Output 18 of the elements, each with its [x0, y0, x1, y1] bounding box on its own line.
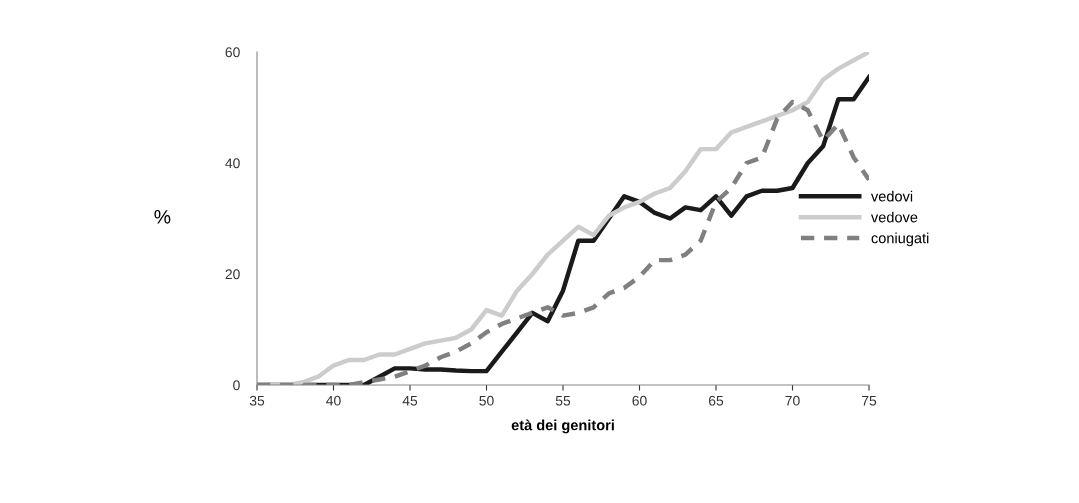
- y-tick-label: 0: [233, 380, 240, 391]
- x-tick-label: 60: [632, 395, 647, 406]
- legend-label: coniugati: [871, 232, 929, 247]
- x-tick-label: 55: [555, 395, 571, 406]
- x-tick-label: 70: [785, 395, 800, 406]
- x-tick-label: 65: [708, 395, 724, 406]
- legend-label: vedovi: [870, 190, 913, 202]
- x-tick-label: 45: [402, 395, 418, 406]
- x-tick-label: 75: [861, 395, 877, 406]
- x-tick-label: 40: [326, 395, 341, 406]
- legend-label: vedove: [870, 211, 918, 223]
- x-tick-label: 35: [249, 395, 265, 406]
- x-axis-title: età dei genitori: [511, 419, 614, 434]
- x-tick-label: 50: [479, 395, 494, 406]
- y-axis-title: %: [154, 210, 171, 224]
- y-tick-label: 60: [225, 47, 240, 58]
- y-tick-label: 20: [225, 269, 240, 280]
- y-tick-label: 40: [225, 158, 240, 169]
